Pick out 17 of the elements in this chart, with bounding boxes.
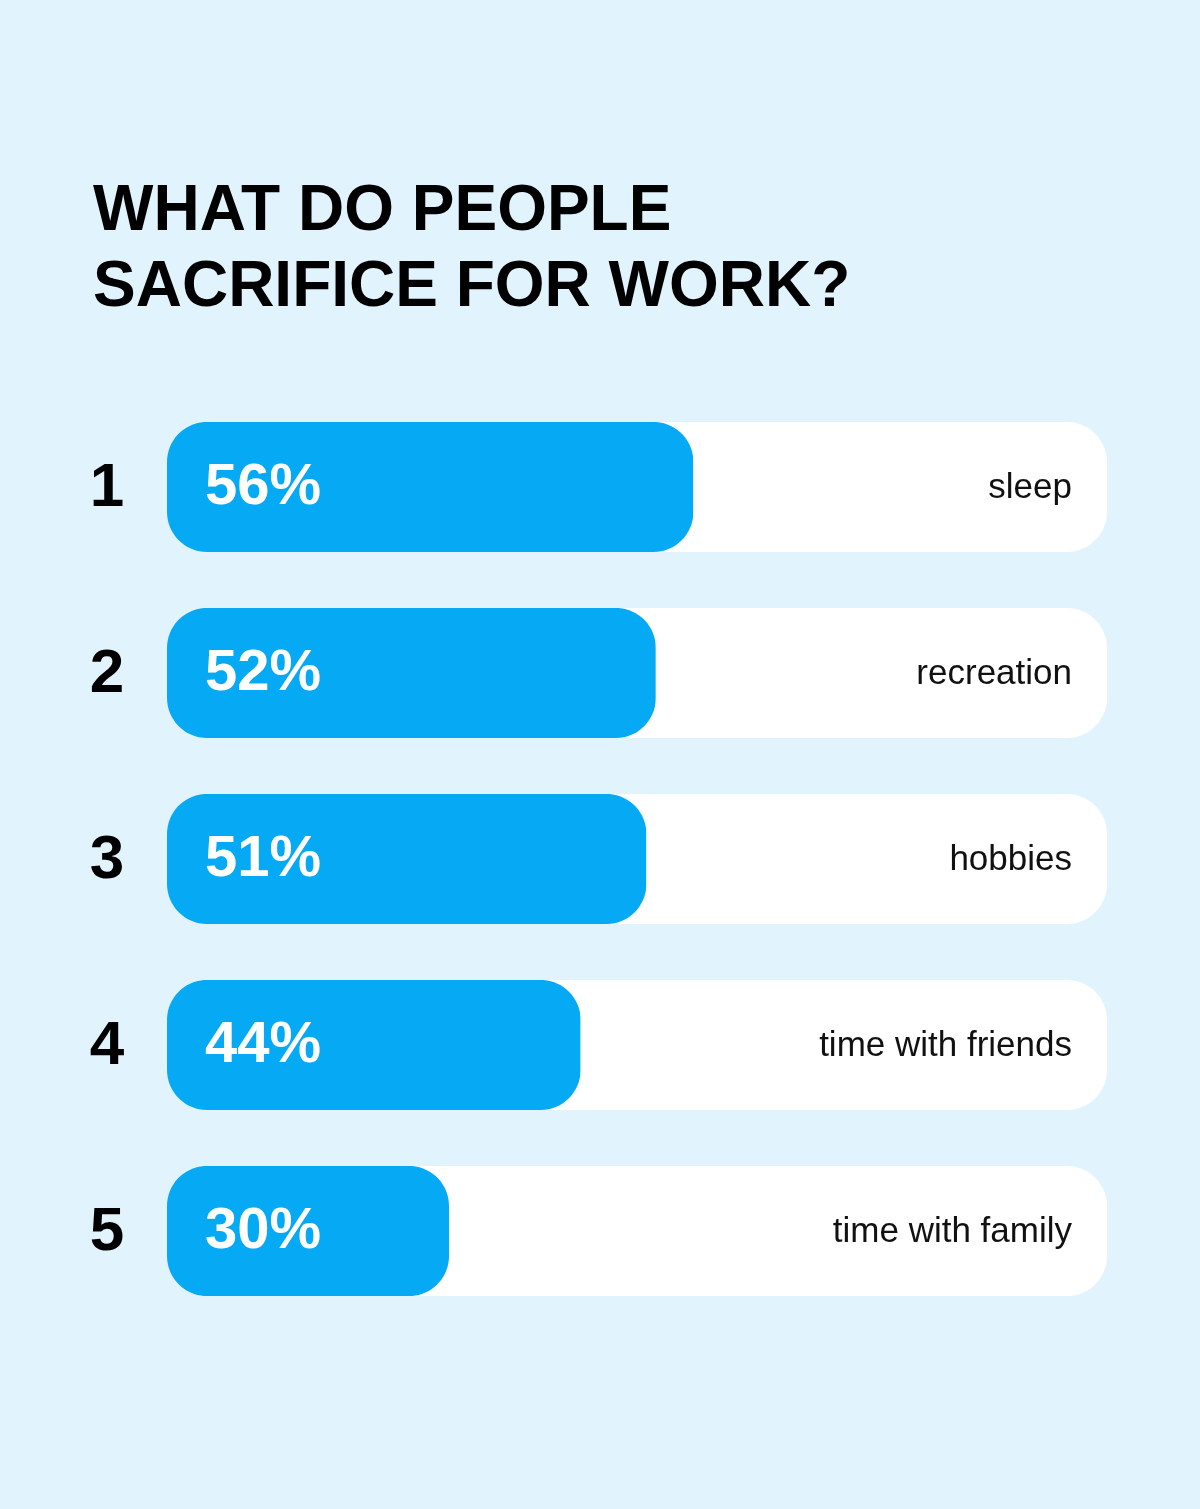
data-label: 56% [205,451,322,516]
y-tick-label: recreation [916,652,1072,691]
text: 2 [89,636,125,705]
data-label: 52% [205,637,322,702]
text: 4 [89,1008,125,1077]
text: 5 [89,1194,125,1263]
text: SACRIFICE FOR WORK? [93,248,851,320]
y-tick-label: time with family [832,1210,1073,1249]
data-label: 51% [205,823,322,888]
data-label: 30% [205,1195,322,1260]
y-tick-label: sleep [988,466,1072,505]
text: 3 [89,822,125,891]
text: 1 [89,450,125,519]
y-tick-label: hobbies [949,838,1072,877]
data-label: 44% [205,1009,322,1074]
y-tick-label: time with friends [819,1024,1072,1063]
text: WHAT DO PEOPLE [93,172,672,244]
